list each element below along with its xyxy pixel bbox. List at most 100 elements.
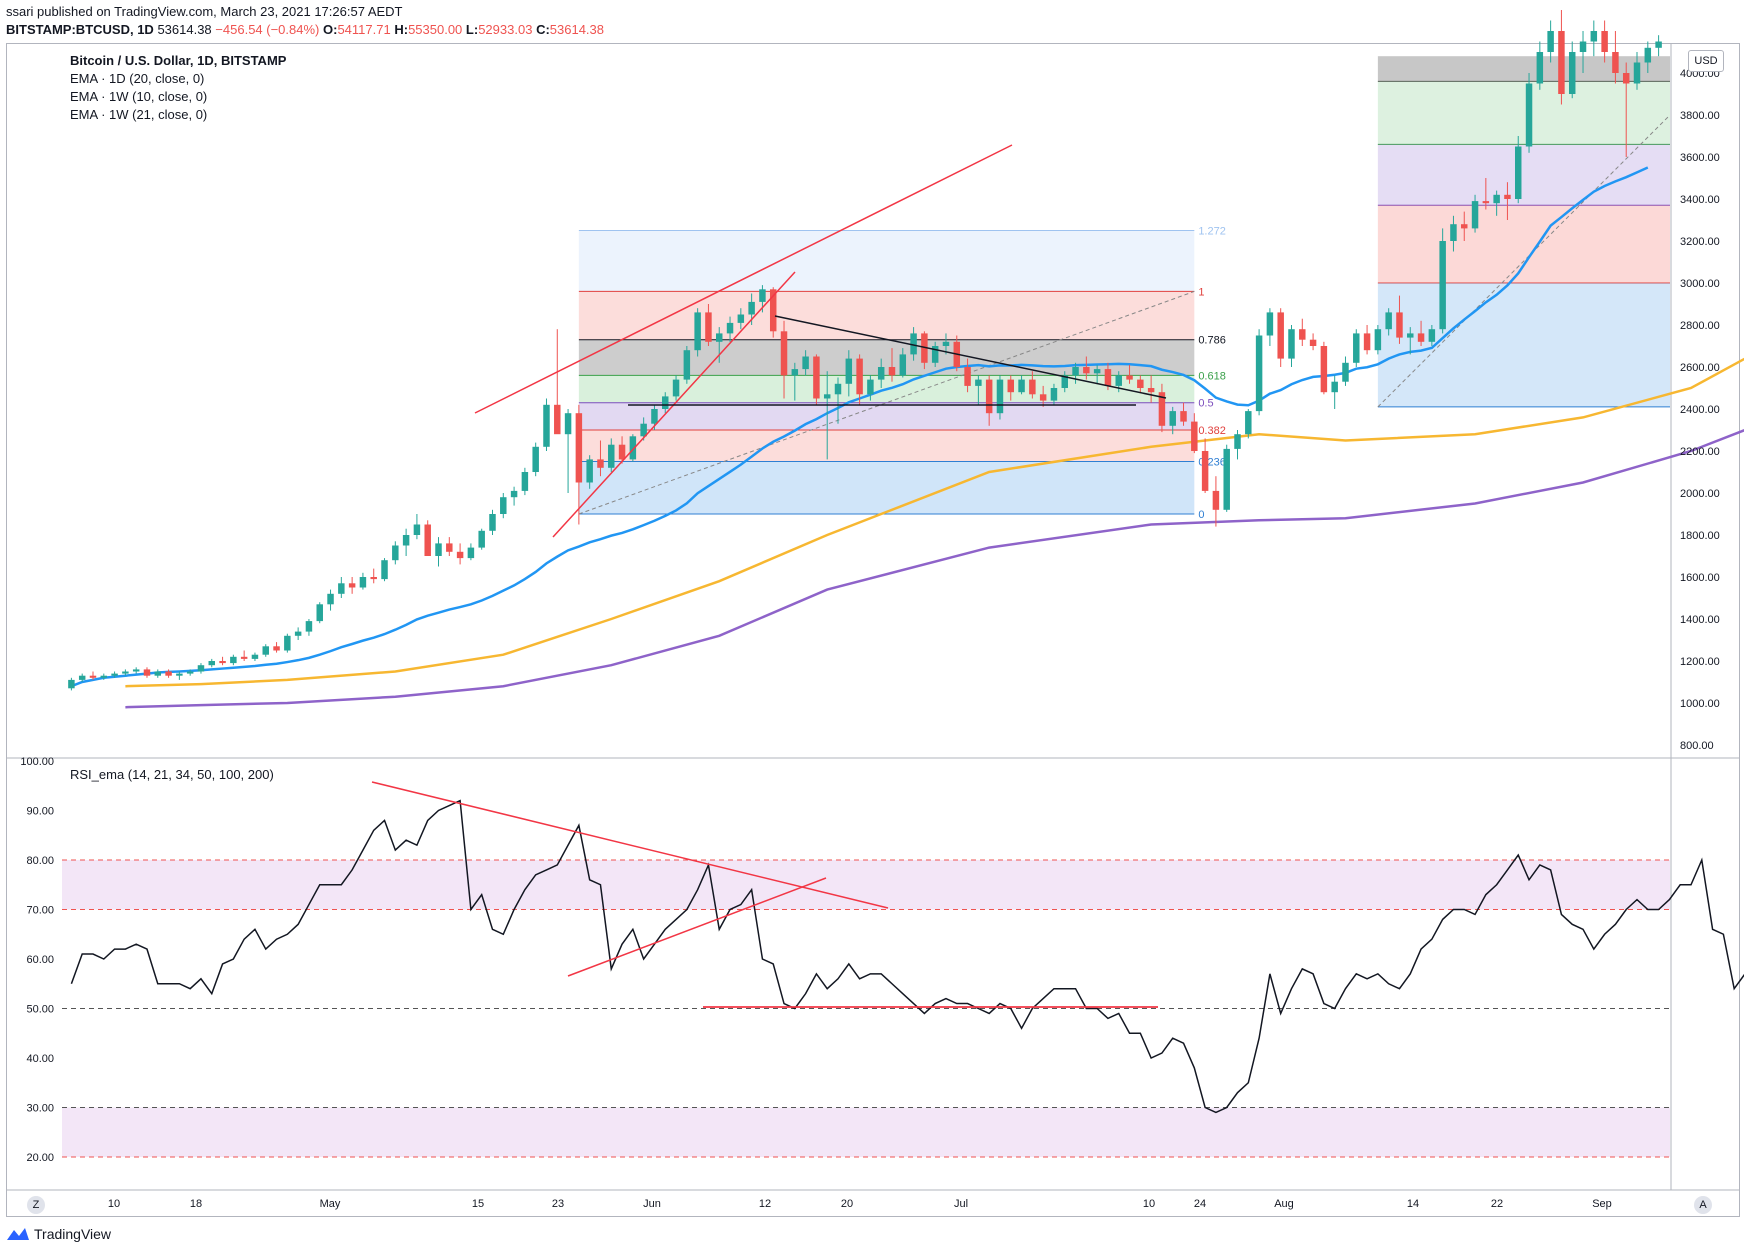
candle-body	[662, 396, 669, 409]
candle-body	[1104, 369, 1112, 386]
price-tick-label: 2800.00	[1680, 320, 1720, 332]
candle-body	[1277, 312, 1284, 359]
candle-body	[1007, 379, 1015, 393]
price-tick-label: 2000.00	[1680, 488, 1720, 500]
candle-body	[748, 301, 755, 315]
candle-body	[651, 409, 658, 424]
close-value: 53614.38	[549, 22, 605, 37]
price-tick-label: 2600.00	[1680, 362, 1720, 374]
candle-body	[1601, 31, 1608, 52]
fib-left-band	[578, 291, 1195, 340]
candle-body	[305, 621, 313, 632]
price-change: −456.54 (−0.84%)	[215, 22, 320, 37]
candle-body	[1158, 392, 1166, 426]
candle-body	[942, 341, 950, 346]
low-label: L:	[465, 22, 479, 37]
candle-body	[996, 379, 1004, 414]
price-tick-label: 1000.00	[1680, 698, 1720, 710]
candle-body	[769, 289, 777, 332]
time-tick-label: 10	[1143, 1198, 1155, 1210]
rsi-line	[70, 799, 1744, 1114]
candle-body	[1385, 312, 1392, 330]
candle-body	[780, 331, 788, 376]
rsi-trend-up	[567, 877, 827, 977]
candle-body	[111, 673, 118, 676]
candle-body	[510, 490, 518, 498]
rsi-oversold-band	[62, 1107, 1670, 1157]
candle-body	[877, 367, 885, 380]
time-tick-label: 23	[552, 1198, 564, 1210]
time-tick-label: 12	[759, 1198, 771, 1210]
candle-body	[489, 514, 496, 531]
ohlc-line: BITSTAMP:BTCUSD, 1D 53614.38 −456.54 (−0…	[6, 22, 604, 37]
candle-body	[608, 444, 615, 468]
fib-right-band	[1377, 81, 1670, 145]
rsi-tick-label: 100.00	[20, 756, 54, 768]
candle-body	[737, 314, 745, 323]
candle-body	[575, 413, 583, 483]
rsi-tick-label: 90.00	[26, 806, 54, 818]
candle-body	[1514, 146, 1522, 199]
last-price: 53614.38	[157, 22, 212, 37]
time-tick-label: 20	[841, 1198, 853, 1210]
candle-body	[316, 604, 323, 622]
candle-body	[823, 394, 831, 399]
fib-right-band	[1377, 205, 1670, 283]
chart-header: ssari published on TradingView.com, Marc…	[0, 0, 1744, 44]
candle-body	[219, 661, 226, 664]
candle-body	[985, 379, 993, 414]
candle-body	[1374, 329, 1382, 351]
fib-level-label: 0.618	[1198, 370, 1226, 382]
candle-body	[1299, 329, 1306, 340]
zoom-button[interactable]: Z	[27, 1196, 45, 1214]
candle-body	[1396, 312, 1403, 338]
candle-body	[694, 312, 701, 351]
candle-body	[424, 524, 431, 556]
candle-body	[1558, 31, 1565, 94]
fib-right-band	[1377, 56, 1670, 82]
candle-body	[1255, 335, 1263, 412]
auto-scale-button[interactable]: A	[1694, 1196, 1712, 1214]
time-tick-label: Jun	[643, 1198, 661, 1210]
candle-body	[89, 675, 97, 678]
candle-body	[564, 413, 572, 435]
high-label: H:	[394, 22, 409, 37]
candle-body	[294, 631, 302, 636]
rsi-tick-label: 70.00	[26, 905, 54, 917]
candle-body	[1083, 367, 1090, 374]
candle-body	[1029, 379, 1036, 395]
candle-body	[1450, 224, 1457, 241]
time-tick-label: May	[320, 1198, 341, 1210]
tradingview-logo[interactable]: TradingView	[6, 1226, 111, 1242]
candle-body	[262, 646, 269, 655]
open-label: O:	[323, 22, 338, 37]
candle-body	[1245, 411, 1252, 435]
candle-body	[1018, 379, 1025, 393]
candle-body	[1234, 434, 1241, 449]
rsi-tick-label: 40.00	[26, 1053, 54, 1065]
candle-body	[1072, 367, 1079, 376]
candle-body	[1201, 451, 1209, 491]
candle-body	[1212, 490, 1220, 510]
candle-body	[867, 379, 874, 395]
candle-body	[456, 551, 464, 559]
candle-body	[348, 583, 356, 588]
high-value: 55350.00	[408, 22, 463, 37]
time-tick-label: 22	[1491, 1198, 1503, 1210]
fib-left-band	[578, 430, 1195, 462]
candle-body	[1612, 52, 1619, 73]
ema-1w-10-line	[125, 357, 1744, 688]
candle-body	[1115, 375, 1122, 386]
currency-badge[interactable]: USD	[1688, 50, 1724, 72]
price-tick-label: 3400.00	[1680, 194, 1720, 206]
fib-level-label: 0.786	[1198, 335, 1226, 347]
price-tick-label: 1800.00	[1680, 530, 1720, 542]
price-tick-label: 3000.00	[1680, 278, 1720, 290]
candle-body	[1309, 339, 1317, 346]
candle-body	[186, 671, 194, 674]
time-tick-label: Aug	[1274, 1198, 1294, 1210]
candle-body	[554, 404, 561, 435]
candle-body	[381, 560, 388, 580]
candle-body	[446, 543, 453, 552]
